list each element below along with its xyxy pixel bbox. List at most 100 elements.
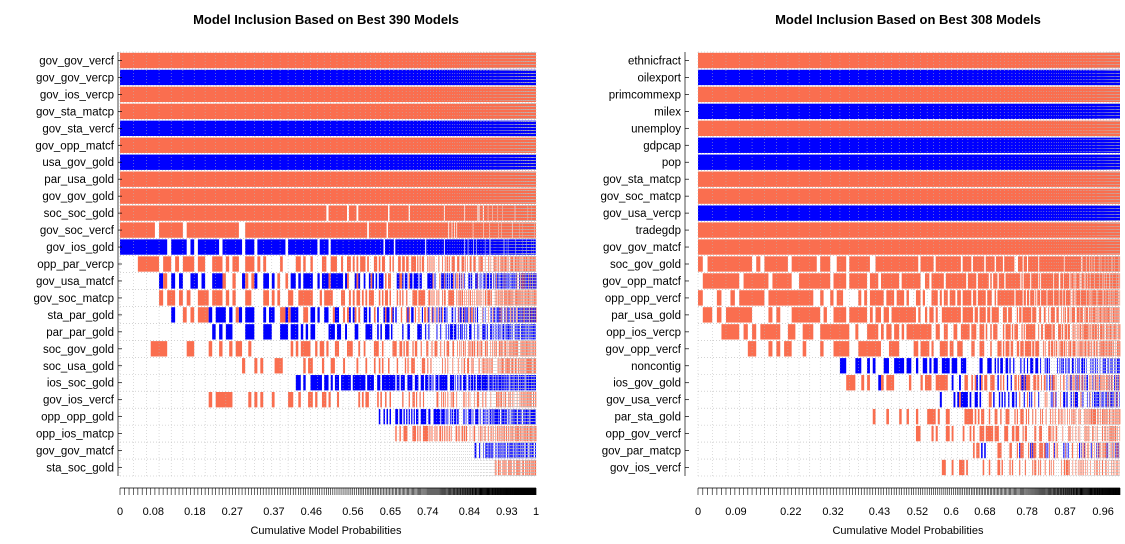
inclusion-cell [472, 425, 474, 442]
inclusion-cell [535, 290, 536, 306]
inclusion-cell [1117, 341, 1119, 357]
inclusion-cell [475, 408, 479, 425]
inclusion-cell [1088, 442, 1090, 459]
inclusion-cell [931, 341, 934, 357]
variable-label: par_par_gold [46, 327, 114, 339]
inclusion-cell [953, 324, 958, 340]
inclusion-cell [516, 459, 518, 476]
inclusion-cell [1084, 442, 1086, 459]
inclusion-cell [478, 205, 480, 221]
inclusion-cell [492, 341, 494, 357]
inclusion-cell [402, 290, 404, 306]
x-tick-label: 0.78 [1016, 506, 1037, 518]
inclusion-cell [964, 375, 968, 391]
inclusion-cell [1035, 341, 1040, 357]
inclusion-cell [1049, 375, 1051, 391]
inclusion-cell [396, 358, 399, 374]
inclusion-cell [743, 273, 769, 289]
inclusion-cell [1066, 358, 1068, 374]
inclusion-cell [960, 392, 968, 408]
inclusion-cell [1117, 425, 1118, 442]
inclusion-cell [348, 307, 351, 323]
inclusion-cell [1100, 392, 1102, 408]
inclusion-cell [461, 425, 463, 442]
inclusion-cell [519, 442, 521, 459]
inclusion-cell [462, 307, 465, 323]
inclusion-cell [987, 358, 992, 374]
inclusion-cell [175, 256, 180, 272]
inclusion-cell [1026, 290, 1030, 306]
inclusion-cell [1039, 256, 1064, 272]
inclusion-cell [966, 459, 968, 476]
inclusion-cell [1112, 442, 1114, 459]
inclusion-cell [1114, 290, 1115, 306]
inclusion-cell [373, 341, 379, 357]
inclusion-cell [452, 222, 455, 238]
inclusion-cell [1032, 459, 1034, 476]
inclusion-cell [433, 408, 441, 425]
inclusion-cell [254, 273, 258, 289]
inclusion-cell [464, 307, 466, 323]
inclusion-cell [1115, 392, 1117, 408]
inclusion-cell [492, 408, 494, 425]
inclusion-cell [449, 425, 450, 442]
inclusion-cell [1072, 341, 1076, 357]
inclusion-cell [512, 324, 513, 340]
inclusion-cell [509, 256, 511, 272]
inclusion-cell [510, 307, 511, 323]
inclusion-cell [1064, 408, 1066, 425]
inclusion-cell [1093, 341, 1096, 357]
inclusion-cell [419, 425, 421, 442]
inclusion-cell [358, 273, 361, 289]
inclusion-cell [455, 425, 458, 442]
inclusion-cell [436, 425, 438, 442]
inclusion-cell [508, 273, 509, 289]
inclusion-cell [481, 358, 483, 374]
inclusion-cell [389, 205, 409, 221]
inclusion-cell [531, 425, 532, 442]
inclusion-cell [489, 358, 490, 374]
inclusion-cell [508, 341, 510, 357]
inclusion-cell [1004, 392, 1006, 408]
inclusion-cell [520, 358, 521, 374]
inclusion-cell [529, 392, 530, 408]
inclusion-cell [521, 341, 523, 357]
inclusion-cell [1080, 290, 1087, 306]
inclusion-cell [1023, 290, 1026, 306]
variable-labels: ethnicfractoilexportprimcommexpmilexunem… [600, 52, 689, 476]
inclusion-cell [381, 256, 386, 272]
inclusion-cell [496, 273, 497, 289]
inclusion-cell [485, 358, 487, 374]
inclusion-cell [516, 290, 518, 306]
inclusion-cell [529, 459, 530, 476]
inclusion-cell [461, 273, 463, 289]
inclusion-cell [530, 392, 532, 408]
inclusion-cell [402, 324, 404, 340]
inclusion-cell [1096, 341, 1097, 357]
inclusion-cell [1072, 459, 1074, 476]
inclusion-cell [137, 256, 160, 272]
inclusion-cell [480, 408, 481, 425]
inclusion-cell [532, 341, 534, 357]
inclusion-cell [533, 290, 534, 306]
inclusion-cell [479, 341, 481, 357]
inclusion-cell [516, 442, 518, 459]
inclusion-cell [1063, 375, 1065, 391]
inclusion-cell [399, 408, 403, 425]
inclusion-cell [1087, 459, 1089, 476]
inclusion-cell [167, 290, 176, 306]
inclusion-cell [1043, 442, 1046, 459]
inclusion-cell [400, 307, 403, 323]
inclusion-cell [485, 273, 486, 289]
inclusion-cell [534, 290, 535, 306]
inclusion-cell [354, 273, 357, 289]
inclusion-cell [1104, 425, 1106, 442]
inclusion-cell [526, 442, 527, 459]
inclusion-cell [698, 239, 1120, 255]
inclusion-cell [524, 408, 525, 425]
inclusion-cell [467, 358, 470, 374]
inclusion-cell [886, 375, 895, 391]
inclusion-cell [1112, 307, 1115, 323]
inclusion-cell [290, 307, 299, 323]
inclusion-cell [411, 408, 413, 425]
